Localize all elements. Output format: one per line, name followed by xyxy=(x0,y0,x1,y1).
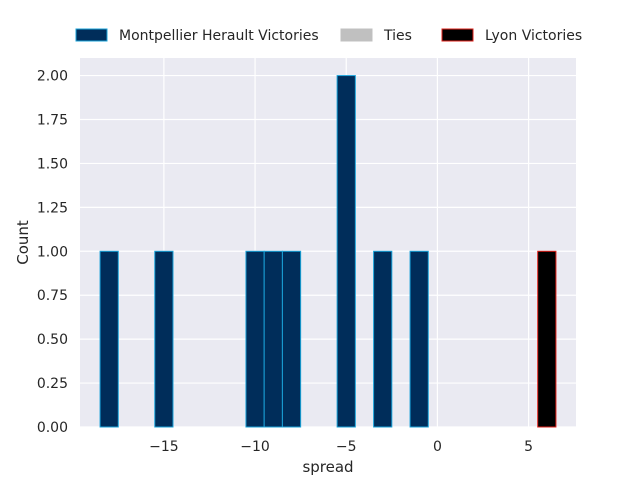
y-tick-label: 1.00 xyxy=(37,244,68,260)
legend-label: Montpellier Herault Victories xyxy=(119,28,319,44)
x-axis-label: spread xyxy=(302,458,353,476)
histogram-bar xyxy=(281,250,302,428)
histogram-bar xyxy=(154,250,174,428)
y-axis-ticks: 0.00 0.25 0.50 0.75 1.00 1.25 1.50 1.75 2.00 xyxy=(37,69,68,436)
x-tick-label: 0 xyxy=(433,439,442,455)
histogram-bar xyxy=(99,250,119,428)
legend-swatch xyxy=(340,28,373,42)
histogram-bar xyxy=(537,250,557,428)
legend-label: Lyon Victories xyxy=(485,28,582,44)
legend-label: Ties xyxy=(383,28,412,44)
y-tick-label: 0.50 xyxy=(37,332,68,348)
histogram-bar xyxy=(245,250,265,428)
x-tick-label: 5 xyxy=(524,439,533,455)
y-tick-label: 1.75 xyxy=(37,113,68,129)
y-tick-label: 0.25 xyxy=(37,376,68,392)
y-tick-label: 0.75 xyxy=(37,288,68,304)
y-tick-label: 1.50 xyxy=(37,156,68,172)
y-tick-label: 0.00 xyxy=(37,420,68,436)
bars xyxy=(99,75,557,428)
x-axis-ticks: −15 −10 −5 0 5 xyxy=(149,439,533,455)
legend: Montpellier Herault Victories Ties Lyon Vi… xyxy=(75,28,582,44)
x-tick-label: −10 xyxy=(240,439,270,455)
histogram-bar xyxy=(336,75,356,428)
x-tick-label: −15 xyxy=(149,439,179,455)
histogram-bar xyxy=(263,250,283,428)
y-tick-label: 2.00 xyxy=(37,69,68,85)
histogram-bar xyxy=(373,250,393,428)
y-tick-label: 1.25 xyxy=(37,200,68,216)
y-axis-label: Count xyxy=(14,220,32,265)
legend-swatch xyxy=(441,28,474,42)
histogram-bar xyxy=(409,250,429,428)
x-tick-label: −5 xyxy=(336,439,357,455)
legend-swatch xyxy=(75,28,108,42)
